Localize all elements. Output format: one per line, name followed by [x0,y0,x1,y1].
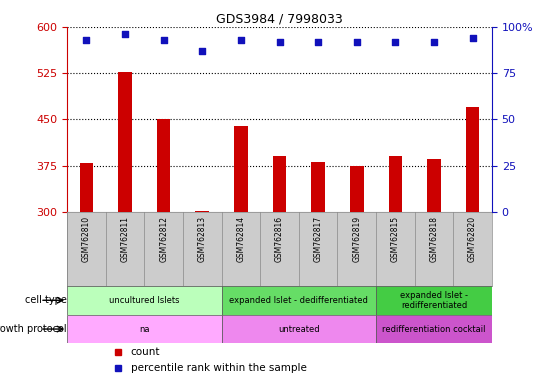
Bar [376,286,492,314]
Bar [119,72,132,212]
Bar [466,107,480,212]
Point [121,31,130,37]
Text: percentile rank within the sample: percentile rank within the sample [131,363,307,373]
Point [429,39,438,45]
Bar [389,156,402,212]
Text: GSM762811: GSM762811 [121,215,130,262]
Bar [273,156,286,212]
Text: growth protocol: growth protocol [0,324,67,334]
Bar [221,286,376,314]
Text: GSM762814: GSM762814 [236,215,245,262]
Text: GSM762820: GSM762820 [468,215,477,262]
Text: expanded Islet - dedifferentiated: expanded Islet - dedifferentiated [229,296,368,305]
Bar [196,211,209,212]
Text: expanded Islet -
redifferentiated: expanded Islet - redifferentiated [400,291,468,310]
Text: GSM762810: GSM762810 [82,215,91,262]
Text: na: na [139,324,150,334]
Point [159,37,168,43]
Point [275,39,284,45]
Text: GSM762812: GSM762812 [159,215,168,262]
Bar [350,166,363,212]
Bar [221,314,376,343]
Point [391,39,400,45]
Text: GSM762816: GSM762816 [275,215,284,262]
Bar [234,126,248,212]
Point [352,39,361,45]
Bar [157,119,170,212]
Bar [311,162,325,212]
Text: redifferentiation cocktail: redifferentiation cocktail [382,324,486,334]
Text: cell type: cell type [25,295,67,305]
Point [82,37,91,43]
Point [236,37,245,43]
Text: GSM762819: GSM762819 [352,215,361,262]
Text: GSM762815: GSM762815 [391,215,400,262]
Text: uncultured Islets: uncultured Islets [109,296,179,305]
Point [314,39,323,45]
Bar [79,162,93,212]
Text: GSM762813: GSM762813 [198,215,207,262]
Bar [427,159,440,212]
Text: count: count [131,347,160,357]
Text: untreated: untreated [278,324,320,334]
Point [198,48,207,54]
Bar [67,314,221,343]
Text: GSM762817: GSM762817 [314,215,323,262]
Bar [67,286,221,314]
Point [468,35,477,41]
Title: GDS3984 / 7998033: GDS3984 / 7998033 [216,13,343,26]
Text: GSM762818: GSM762818 [429,215,438,262]
Bar [376,314,492,343]
